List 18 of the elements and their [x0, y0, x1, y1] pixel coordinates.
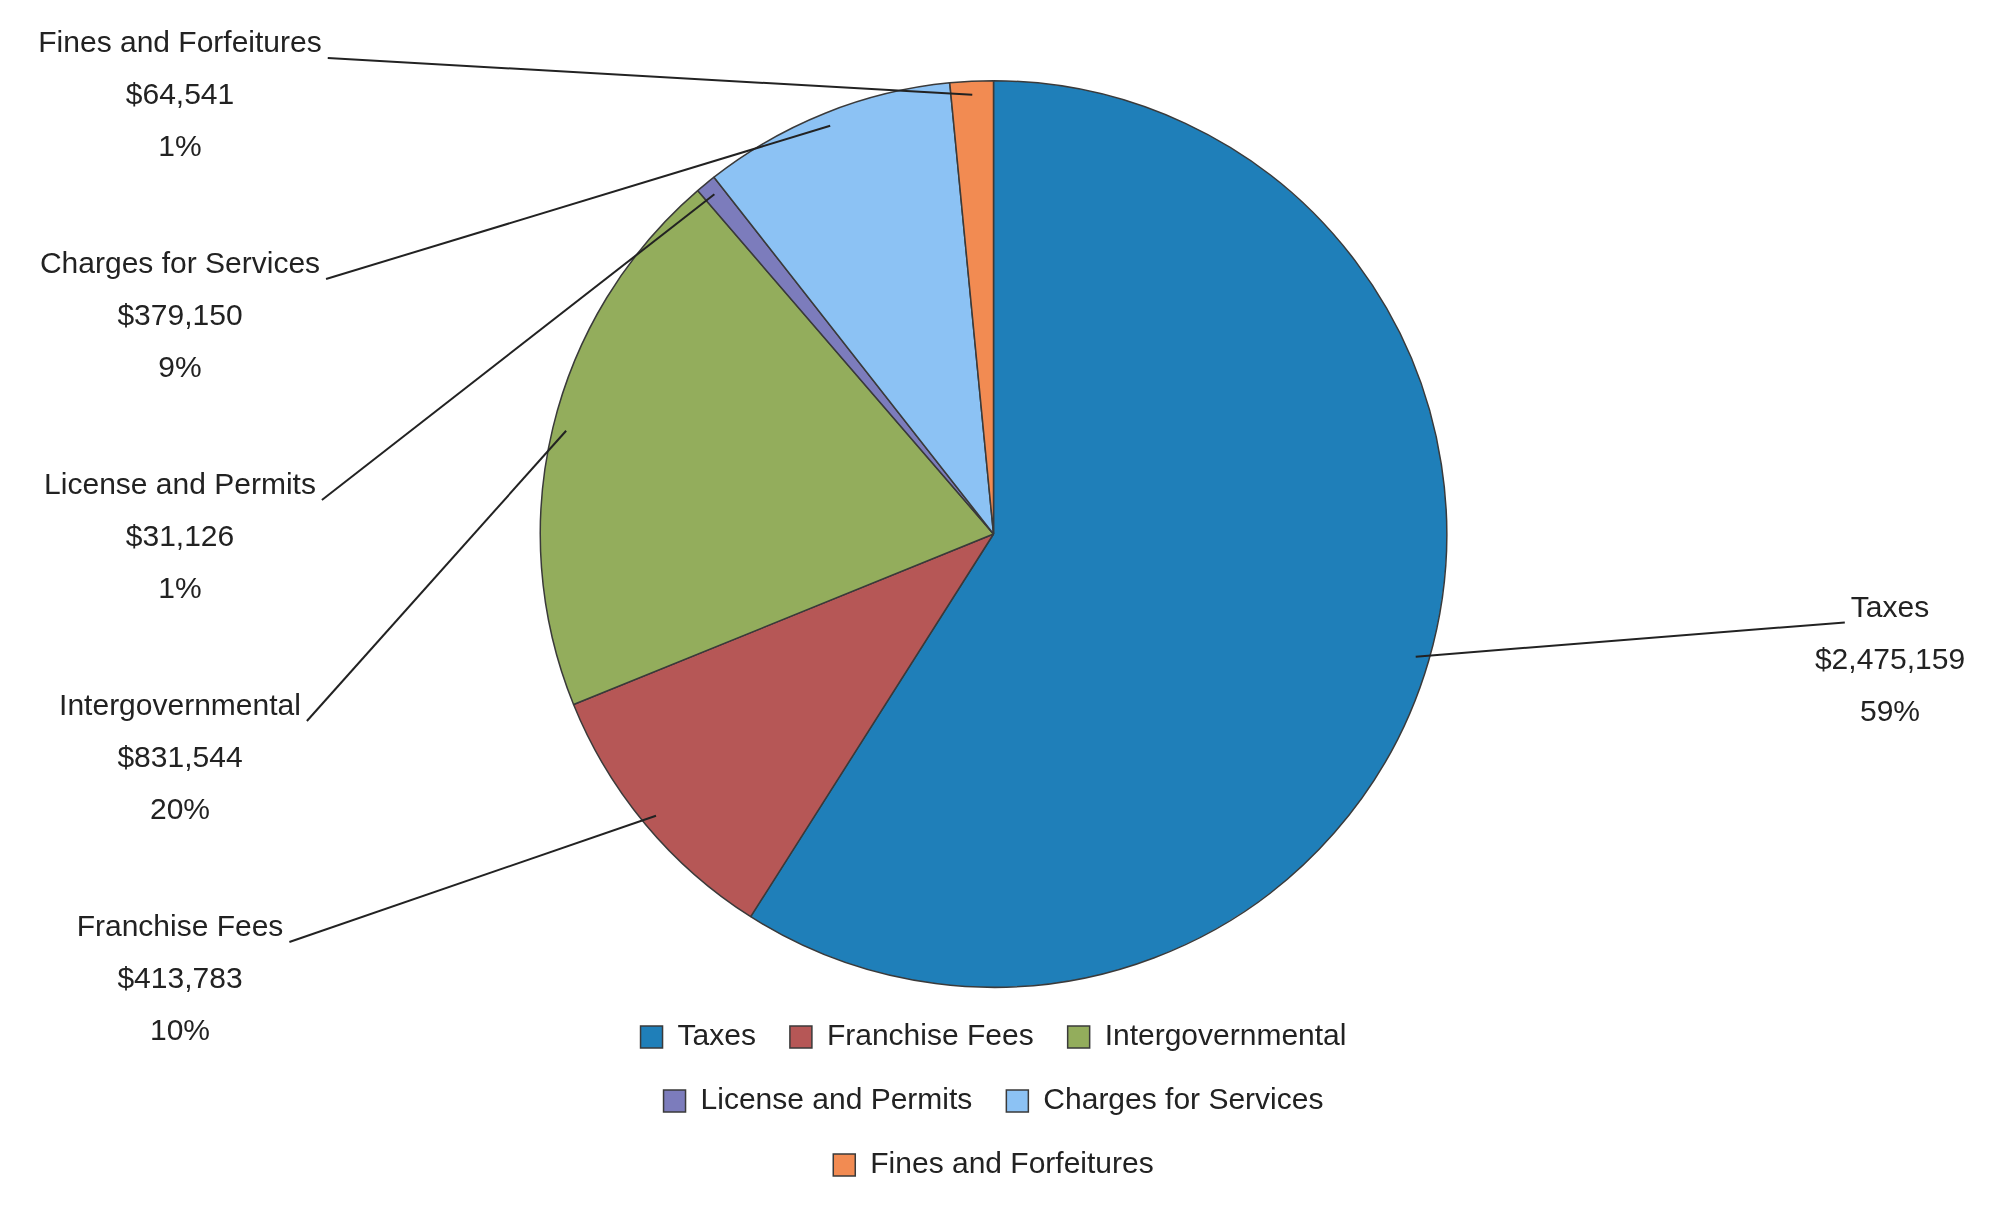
slice-label: Charges for Services	[39, 246, 321, 280]
legend-label: Franchise Fees	[826, 1018, 1034, 1052]
slice-label: License and Permits	[44, 467, 316, 501]
data-label: $2,475,159 59%	[1814, 641, 1966, 727]
slice-label: Franchise Fees	[76, 909, 284, 943]
legend-label: Intergovernmental	[1104, 1018, 1347, 1052]
data-label: $379,150 9%	[117, 298, 243, 384]
data-label: $64,541 1%	[125, 77, 235, 163]
slice-label: Fines and Forfeitures	[38, 25, 322, 59]
slice-label: Intergovernmental	[59, 688, 301, 722]
legend-label: Taxes	[677, 1018, 756, 1052]
legend-label: Fines and Forfeitures	[870, 1146, 1154, 1180]
data-label: $31,126 1%	[125, 519, 235, 605]
data-label: $413,783 10%	[117, 961, 243, 1047]
legend-label: License and Permits	[700, 1082, 973, 1116]
data-label: $831,544 20%	[117, 740, 243, 826]
legend-label: Charges for Services	[1043, 1082, 1324, 1116]
slice-label: Taxes	[1850, 589, 1930, 623]
